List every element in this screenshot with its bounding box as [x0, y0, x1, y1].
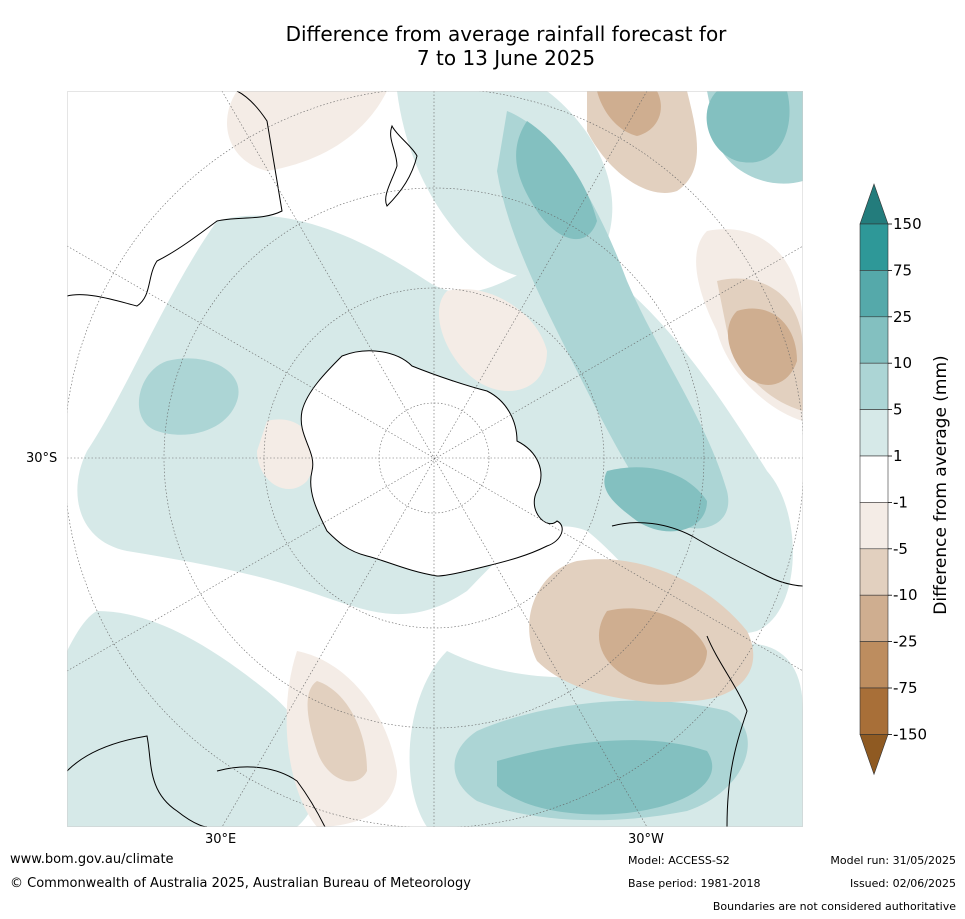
- colorbar-tick-label: -25: [893, 633, 918, 651]
- colorbar-segment: [859, 409, 889, 457]
- colorbar-tick-label: 10: [893, 354, 912, 372]
- colorbar-tick-label: -1: [893, 493, 908, 511]
- colorbar-segment: [859, 594, 889, 642]
- colorbar-tick-label: 1: [893, 447, 903, 465]
- colorbar-legend: 150 75 25 10 5 1 -1 -5 -10 -25 -75 -150 Difference …: [859, 183, 951, 776]
- colorbar-segment: [859, 502, 889, 550]
- colorbar-tick-label: 5: [893, 401, 903, 419]
- colorbar-segment: [859, 223, 889, 271]
- colorbar-segment: [859, 641, 889, 689]
- graticule: [67, 91, 803, 827]
- title-line-2: 7 to 13 June 2025: [416, 46, 596, 70]
- footer-base-period: Base period: 1981-2018: [628, 877, 761, 890]
- footer-disclaimer: Boundaries are not considered authoritat…: [712, 900, 956, 913]
- south-america-coastline: [611, 522, 803, 827]
- colorbar-segment: [859, 687, 889, 735]
- colorbar-tick-label: 25: [893, 308, 912, 326]
- colorbar-tick-label: -10: [893, 586, 918, 604]
- title-line-1: Difference from average rainfall forecas…: [285, 22, 727, 46]
- anomaly-dry-strong: [597, 91, 797, 685]
- rainfall-anomaly-map: [67, 91, 803, 827]
- colorbar-tick-label: -75: [893, 679, 918, 697]
- colorbar-segment: [859, 316, 889, 364]
- footer-issued: Issued: 02/06/2025: [849, 877, 956, 890]
- colorbar-extend-top: [859, 183, 889, 225]
- colorbar-segment: [859, 455, 889, 503]
- colorbar-tick-label: 150: [893, 215, 922, 233]
- colorbar-segment: [859, 362, 889, 410]
- footer-url[interactable]: www.bom.gov.au/climate: [10, 852, 174, 867]
- colorbar-tick-label: 75: [893, 261, 912, 279]
- colorbar-tick-label: -150: [893, 725, 927, 743]
- colorbar-segments: [859, 183, 889, 776]
- map-frame: [67, 91, 803, 827]
- colorbar-segment: [859, 270, 889, 318]
- colorbar-tick-label: -5: [893, 540, 908, 558]
- footer-model-run: Model run: 31/05/2025: [830, 854, 956, 867]
- australia-coastline: [67, 91, 283, 307]
- lon-label-30w: 30°W: [628, 832, 664, 847]
- new-zealand-coastline: [385, 124, 418, 207]
- footer-model: Model: ACCESS-S2: [628, 854, 730, 867]
- map-title: Difference from average rainfall forecas…: [0, 22, 965, 70]
- colorbar-ticks: 150 75 25 10 5 1 -1 -5 -10 -25 -75 -150: [888, 215, 927, 743]
- lon-label-30e: 30°E: [205, 832, 237, 847]
- africa-coastline: [67, 735, 326, 827]
- colorbar-segment: [859, 548, 889, 596]
- colorbar-extend-bottom: [859, 734, 889, 776]
- anomaly-wet-strong: [497, 91, 790, 815]
- antarctica-coastline: [300, 350, 563, 577]
- footer-copyright: © Commonwealth of Australia 2025, Austra…: [10, 876, 471, 891]
- lat-label-30s: 30°S: [26, 451, 58, 466]
- colorbar-label: Difference from average (mm): [931, 355, 951, 614]
